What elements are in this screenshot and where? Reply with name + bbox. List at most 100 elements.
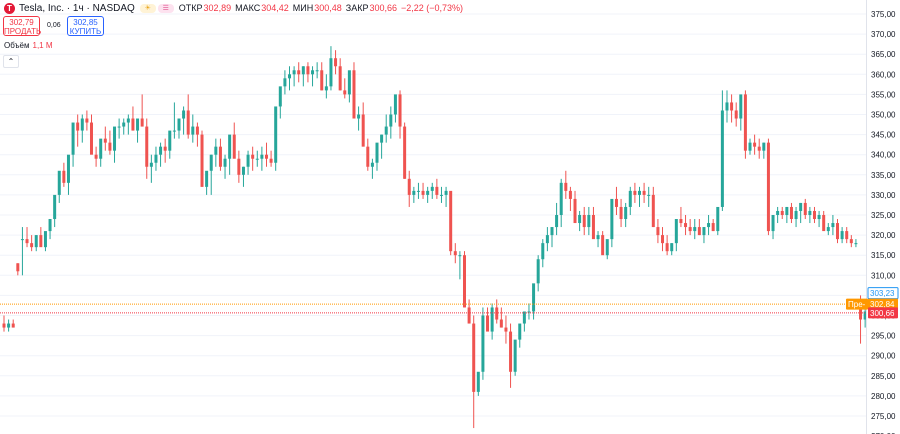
- candle: [637, 186, 641, 207]
- volume-legend[interactable]: Объём 1,1 M: [4, 41, 53, 50]
- candle: [836, 219, 840, 244]
- price-tick-label: 315,00: [871, 251, 896, 260]
- candle: [605, 239, 609, 260]
- candle: [684, 215, 688, 236]
- candle: [693, 219, 697, 240]
- candle: [642, 182, 646, 203]
- candle: [762, 142, 766, 159]
- candle: [43, 231, 47, 252]
- price-tick-label: 345,00: [871, 131, 896, 140]
- candle: [269, 150, 273, 167]
- sell-button[interactable]: 302,79 ПРОДАТЬ: [3, 16, 41, 36]
- chevron-up-icon[interactable]: ⌃: [3, 55, 19, 68]
- candle: [214, 138, 218, 167]
- candle: [99, 138, 103, 167]
- candle: [688, 219, 692, 236]
- candle: [817, 210, 821, 228]
- candle: [453, 243, 457, 264]
- candle: [136, 118, 140, 143]
- candle: [7, 319, 11, 332]
- candle: [568, 186, 572, 211]
- candle: [20, 227, 24, 276]
- chart-header: T Tesla, Inc. · 1ч · NASDAQ ☀ ☰ ОТКР 302…: [0, 0, 467, 16]
- menu-icon[interactable]: ☰: [157, 3, 174, 13]
- candle: [117, 118, 121, 139]
- candle: [370, 158, 374, 179]
- candle: [449, 190, 453, 256]
- symbol-title[interactable]: Tesla, Inc. · 1ч · NASDAQ: [19, 2, 135, 14]
- candle: [610, 198, 614, 248]
- candle: [582, 206, 586, 236]
- candle: [439, 186, 443, 203]
- candle: [665, 235, 669, 256]
- candle: [522, 311, 526, 332]
- candle: [587, 206, 591, 236]
- candle: [145, 118, 149, 179]
- candle: [591, 206, 595, 240]
- candle: [154, 146, 158, 171]
- price-tick-label: 310,00: [871, 271, 896, 280]
- candle: [306, 62, 310, 83]
- candle: [619, 198, 623, 228]
- candles: [2, 46, 867, 429]
- open-label: ОТКР: [178, 3, 203, 13]
- close-value: 300,66: [369, 3, 397, 13]
- candle: [776, 206, 780, 224]
- candle: [536, 255, 540, 292]
- price-tick-label: 375,00: [871, 10, 896, 19]
- candle: [232, 122, 236, 159]
- candle: [467, 299, 471, 324]
- candle: [246, 150, 250, 175]
- price-tick-label: 320,00: [871, 231, 896, 240]
- candle: [458, 251, 462, 280]
- candle: [789, 202, 793, 224]
- candle: [191, 114, 195, 143]
- candle: [845, 227, 849, 244]
- candle: [407, 170, 411, 207]
- candle: [352, 62, 356, 119]
- candle: [578, 210, 582, 232]
- price-axis[interactable]: 375,00 370,00 365,00 360,00 355,00 350,00 345,…: [871, 10, 896, 434]
- candle: [297, 62, 301, 83]
- sun-icon[interactable]: ☀: [139, 3, 156, 13]
- svg-text:303,23: 303,23: [870, 289, 895, 298]
- high-value: 304,42: [261, 3, 289, 13]
- price-tick-label: 355,00: [871, 90, 896, 99]
- candle: [66, 154, 70, 195]
- candle: [398, 90, 402, 139]
- candle: [320, 62, 324, 91]
- close-label: ЗАКР: [345, 3, 369, 13]
- candle: [361, 102, 365, 147]
- candle: [486, 307, 490, 332]
- candle: [94, 146, 98, 167]
- candle: [785, 206, 789, 224]
- spread-value: 0,06: [47, 22, 61, 29]
- candle: [490, 303, 494, 340]
- sell-price: 302,79: [9, 18, 34, 27]
- candle: [518, 323, 522, 348]
- candle: [711, 219, 715, 232]
- candle: [172, 102, 176, 139]
- candle: [661, 227, 665, 252]
- candle: [601, 231, 605, 256]
- pre-market-price-badge: 302,84: [868, 298, 898, 310]
- last-price-badge: 300,66: [868, 307, 898, 319]
- candle: [177, 118, 181, 139]
- grid-lines: [0, 13, 866, 417]
- candle: [380, 134, 384, 159]
- candle: [283, 70, 287, 95]
- candle: [163, 138, 167, 163]
- candle: [149, 154, 153, 183]
- candle: [168, 130, 172, 159]
- candle: [725, 90, 729, 123]
- candle: [403, 122, 407, 179]
- candle: [412, 186, 416, 203]
- candle: [76, 114, 80, 147]
- candle: [311, 66, 315, 87]
- price-tick-label: 295,00: [871, 332, 896, 341]
- candle: [504, 315, 508, 344]
- buy-button[interactable]: 302,85 КУПИТЬ: [67, 16, 104, 36]
- candle: [633, 182, 637, 203]
